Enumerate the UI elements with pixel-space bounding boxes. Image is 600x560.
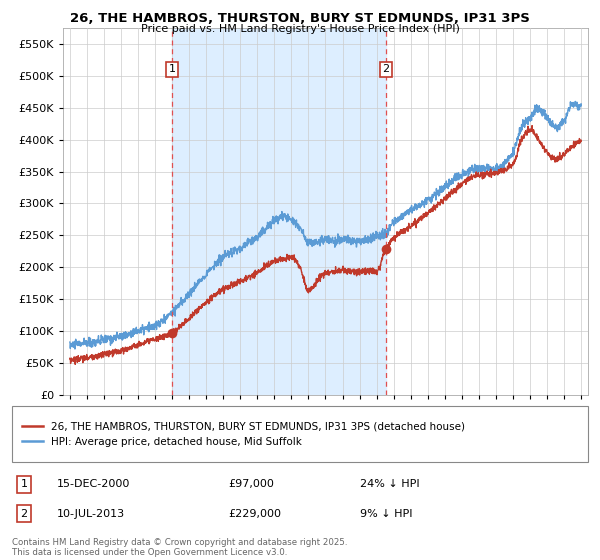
Text: 2: 2 xyxy=(20,508,28,519)
Text: Price paid vs. HM Land Registry's House Price Index (HPI): Price paid vs. HM Land Registry's House … xyxy=(140,24,460,34)
Legend: 26, THE HAMBROS, THURSTON, BURY ST EDMUNDS, IP31 3PS (detached house), HPI: Aver: 26, THE HAMBROS, THURSTON, BURY ST EDMUN… xyxy=(18,417,469,451)
Bar xyxy=(172,28,386,395)
Text: Contains HM Land Registry data © Crown copyright and database right 2025.
This d: Contains HM Land Registry data © Crown c… xyxy=(12,538,347,557)
Text: £229,000: £229,000 xyxy=(228,508,281,519)
Text: 26, THE HAMBROS, THURSTON, BURY ST EDMUNDS, IP31 3PS: 26, THE HAMBROS, THURSTON, BURY ST EDMUN… xyxy=(70,12,530,25)
Text: 15-DEC-2000: 15-DEC-2000 xyxy=(57,479,130,489)
Text: 24% ↓ HPI: 24% ↓ HPI xyxy=(360,479,419,489)
Text: £97,000: £97,000 xyxy=(228,479,274,489)
Text: 1: 1 xyxy=(169,64,176,74)
Text: 2: 2 xyxy=(382,64,389,74)
Text: 9% ↓ HPI: 9% ↓ HPI xyxy=(360,508,413,519)
Text: 1: 1 xyxy=(20,479,28,489)
Text: 10-JUL-2013: 10-JUL-2013 xyxy=(57,508,125,519)
